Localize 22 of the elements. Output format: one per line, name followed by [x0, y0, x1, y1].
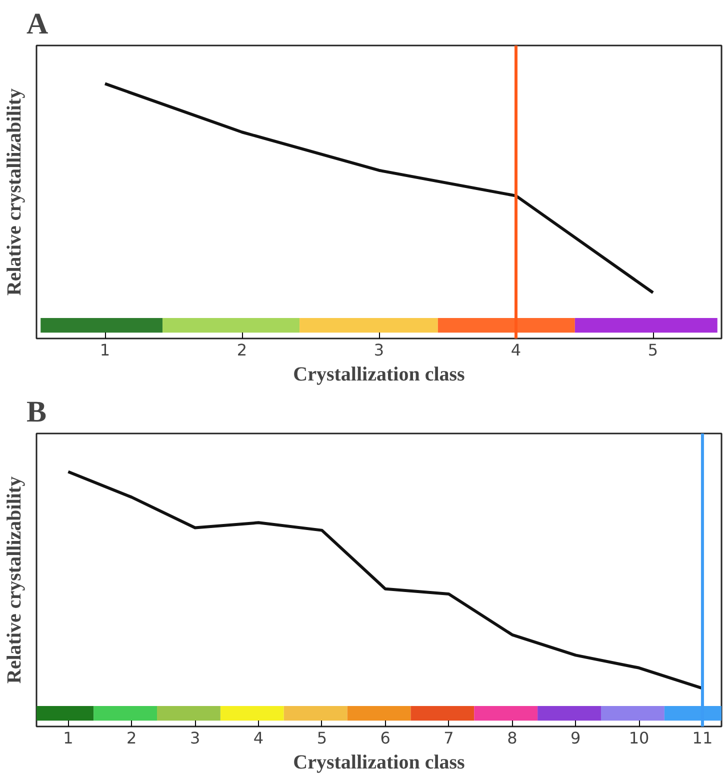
chart-title: A — [26, 8, 48, 40]
x-tick-label: 2 — [236, 340, 248, 360]
x-tick-label: 5 — [316, 728, 328, 748]
x-tick-label: 9 — [570, 728, 581, 748]
x-tick-label: 7 — [444, 728, 454, 748]
x-tick-label: 3 — [190, 728, 200, 748]
chart-title: B — [26, 396, 47, 428]
x-tick-label: 3 — [374, 340, 384, 360]
x-tick-label: 8 — [507, 728, 518, 748]
x-tick-label: 4 — [510, 340, 522, 360]
x-tick-label: 5 — [648, 340, 658, 360]
x-axis-title: Crystallization class — [293, 752, 466, 774]
x-tick-label: 11 — [692, 728, 713, 748]
x-tick-label: 2 — [126, 728, 137, 748]
x-tick-label: 10 — [628, 728, 650, 748]
x-tick-label: 6 — [380, 728, 390, 748]
x-axis-title: Crystallization class — [293, 364, 466, 386]
x-tick-label: 1 — [63, 728, 74, 748]
x-tick-label: 4 — [253, 728, 264, 748]
y-axis-title: Relative crystallizability — [4, 88, 26, 296]
x-tick-label: 1 — [100, 340, 110, 360]
y-axis-title: Relative crystallizability — [4, 476, 26, 684]
